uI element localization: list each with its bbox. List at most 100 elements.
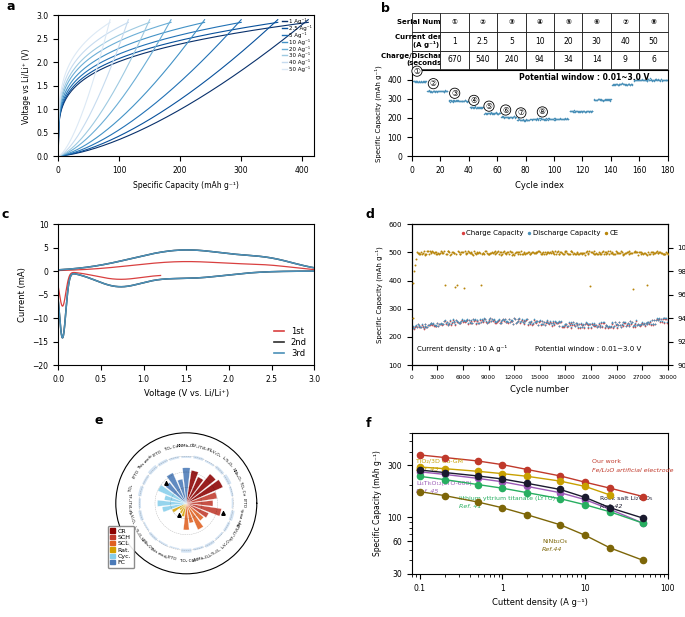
Point <box>553 114 564 123</box>
Charge Capacity <box>582 318 593 328</box>
Point <box>484 108 495 118</box>
Point <box>640 75 651 85</box>
Discharge Capacity <box>640 318 651 328</box>
Point <box>566 106 577 116</box>
Point <box>548 114 559 123</box>
CE <box>444 247 455 257</box>
Point <box>450 95 461 105</box>
Charge Capacity <box>431 321 442 331</box>
CE <box>445 249 456 259</box>
Discharge Capacity <box>468 313 479 323</box>
Point <box>419 77 430 86</box>
Discharge Capacity <box>519 318 530 328</box>
Text: b: b <box>381 2 390 15</box>
Point <box>625 80 636 90</box>
Y-axis label: Specific Capacity (mAh g⁻¹): Specific Capacity (mAh g⁻¹) <box>374 65 382 162</box>
Point <box>487 108 498 118</box>
Discharge Capacity <box>533 320 544 329</box>
Charge Capacity <box>476 315 487 325</box>
Discharge Capacity <box>492 317 503 326</box>
Discharge Capacity <box>464 318 475 328</box>
CE <box>634 247 645 257</box>
Charge Capacity <box>428 321 439 331</box>
CE <box>490 249 501 259</box>
CE <box>643 247 653 257</box>
Point <box>475 102 486 112</box>
Point <box>524 115 535 125</box>
CE <box>468 250 479 260</box>
Point <box>427 86 438 96</box>
Charge Capacity <box>525 318 536 328</box>
Point <box>462 97 473 107</box>
Charge Capacity <box>597 321 608 331</box>
Discharge Capacity <box>627 321 638 331</box>
CE <box>521 248 532 258</box>
Point <box>438 86 449 96</box>
Point <box>461 96 472 106</box>
Charge Capacity <box>560 320 571 330</box>
Text: NNb₂O₅: NNb₂O₅ <box>231 467 242 482</box>
Point <box>490 107 501 117</box>
CE <box>614 247 625 257</box>
Point <box>601 95 612 105</box>
Point <box>408 77 419 86</box>
Charge Capacity <box>437 320 448 330</box>
CE <box>475 248 486 258</box>
Point <box>521 115 532 125</box>
Charge Capacity <box>543 318 553 328</box>
Point <box>634 75 645 85</box>
Point <box>576 107 587 117</box>
Charge Capacity <box>634 321 645 331</box>
Discharge Capacity <box>499 315 510 325</box>
Charge Capacity <box>415 322 426 332</box>
Discharge Capacity <box>466 315 477 325</box>
Charge Capacity <box>445 320 456 329</box>
CE <box>605 248 616 258</box>
Charge Capacity <box>621 320 632 330</box>
Bar <box>158 459 168 466</box>
Point <box>536 114 547 123</box>
CE <box>473 249 484 259</box>
Text: TiO₂·Cu: TiO₂·Cu <box>164 444 179 452</box>
CE <box>484 249 495 259</box>
CE <box>503 247 514 257</box>
Charge Capacity <box>614 317 625 327</box>
Text: L₂V₂O₅: L₂V₂O₅ <box>208 449 222 458</box>
Discharge Capacity <box>521 315 532 325</box>
Y-axis label: Specific Capacity (mAh g⁻¹): Specific Capacity (mAh g⁻¹) <box>375 246 383 343</box>
Bar <box>149 532 158 541</box>
CE <box>573 249 584 259</box>
Charge Capacity <box>485 313 496 323</box>
Charge Capacity <box>621 321 632 331</box>
CE <box>573 249 584 259</box>
CE <box>462 246 473 256</box>
Point <box>620 79 631 89</box>
Charge Capacity <box>580 318 591 328</box>
Point <box>528 114 539 124</box>
CE <box>450 281 461 291</box>
Charge Capacity <box>458 316 469 326</box>
Charge Capacity <box>495 318 506 328</box>
CE <box>507 247 518 257</box>
Point <box>509 112 520 122</box>
Discharge Capacity <box>642 319 653 329</box>
Charge Capacity <box>499 316 510 326</box>
Point <box>466 103 477 113</box>
Discharge Capacity <box>553 321 564 331</box>
Point <box>638 518 649 528</box>
Point <box>423 86 434 96</box>
Bar <box>166 473 186 503</box>
Discharge Capacity <box>534 315 545 325</box>
Point <box>510 112 521 122</box>
Discharge Capacity <box>619 318 630 328</box>
CE <box>487 248 498 258</box>
Charge Capacity <box>536 316 547 326</box>
Point <box>635 75 646 85</box>
Discharge Capacity <box>493 315 504 325</box>
Point <box>538 114 549 124</box>
CE <box>437 247 448 257</box>
Bar <box>186 503 209 518</box>
Point <box>645 75 656 85</box>
Charge Capacity <box>556 321 567 331</box>
Point <box>578 107 589 117</box>
